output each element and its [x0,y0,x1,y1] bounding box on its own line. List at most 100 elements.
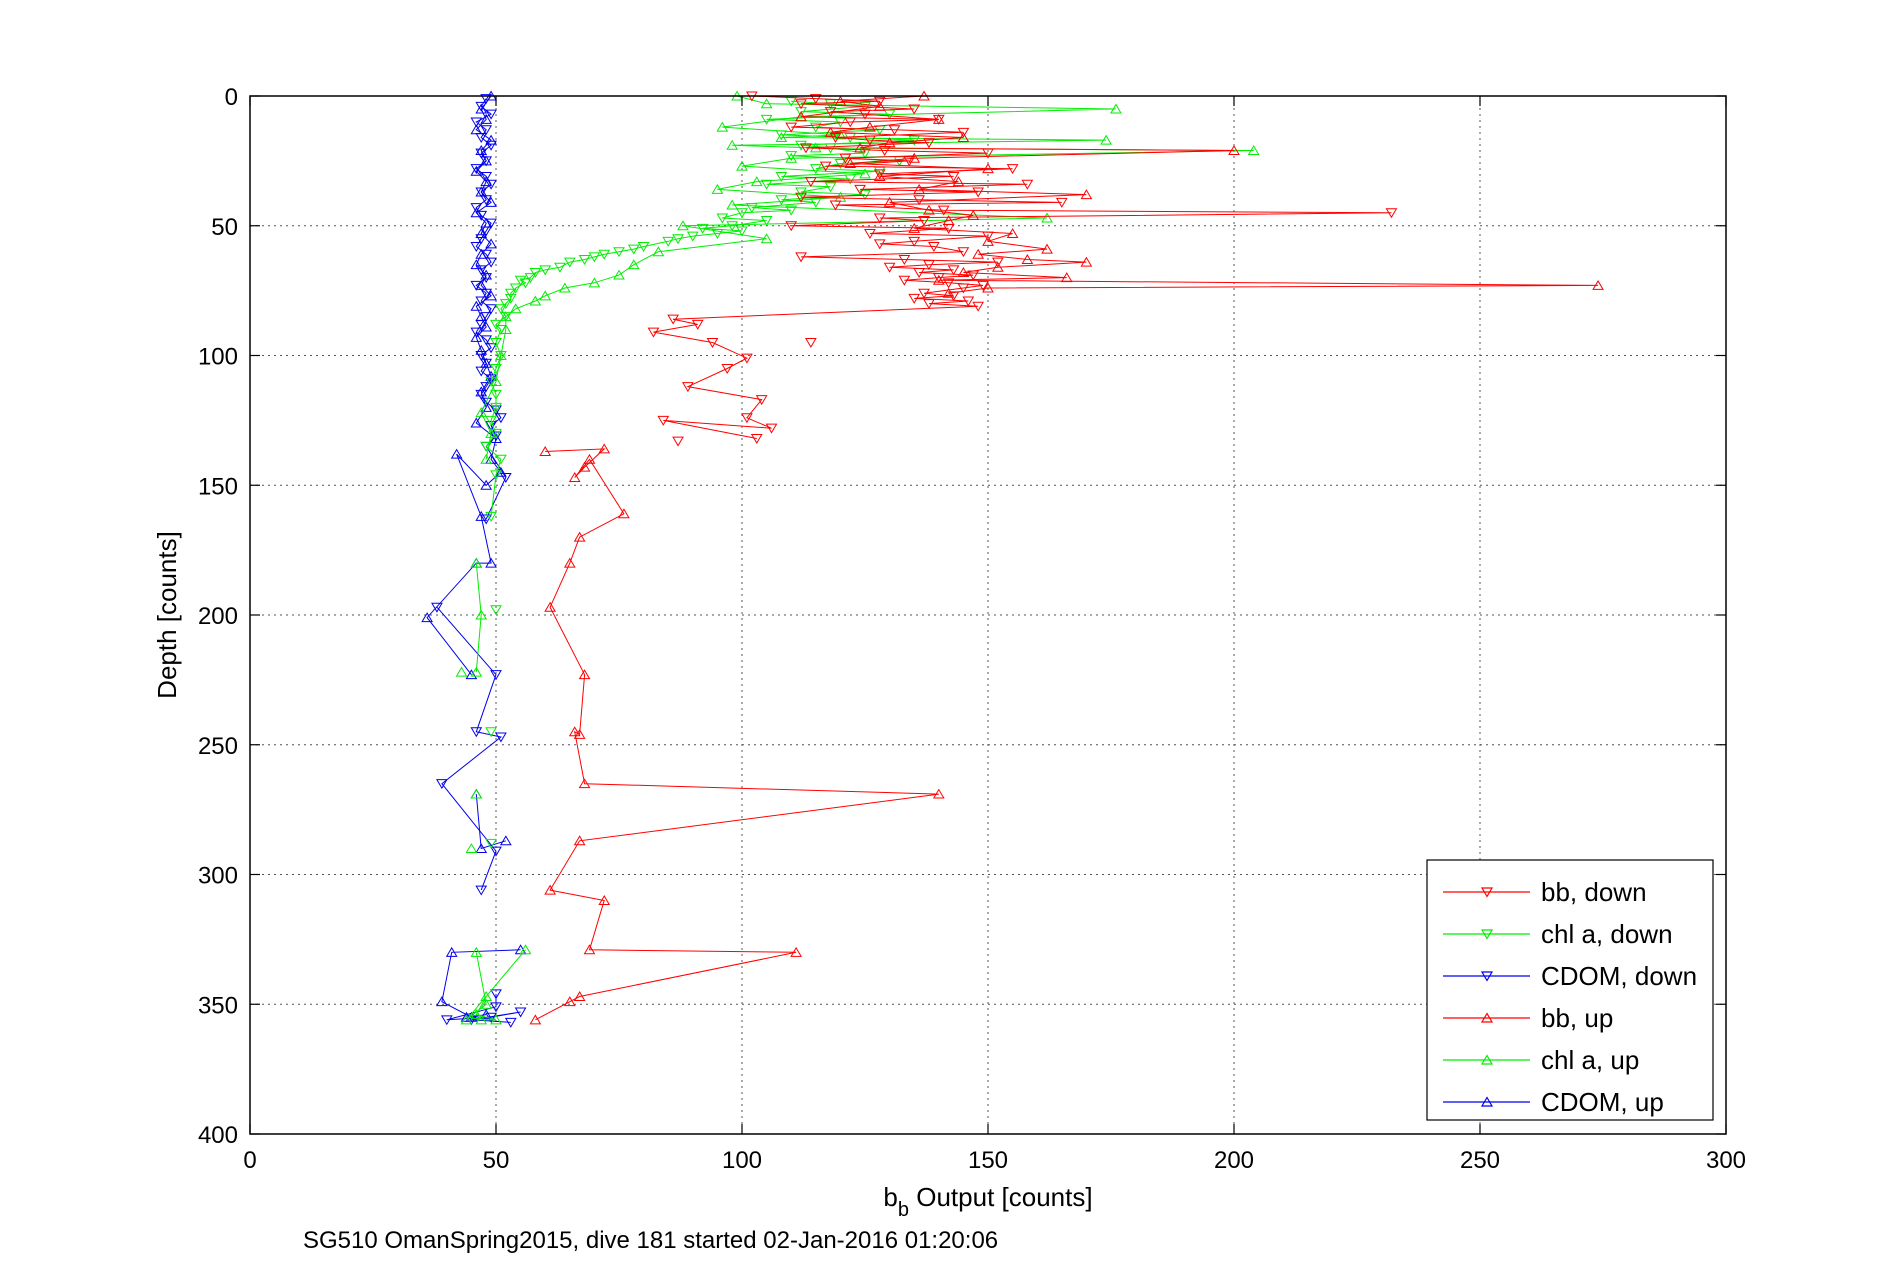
data-point [455,666,468,677]
data-point [485,838,497,849]
data-point [913,267,925,278]
data-point [470,788,483,799]
data-point [475,101,488,112]
data-point [499,835,512,846]
data-point [908,293,921,304]
data-point [824,107,837,118]
data-point [475,145,488,155]
data-point [480,335,493,346]
data-point [873,169,886,180]
data-point [741,413,753,424]
data-point [480,397,493,408]
data-point [991,257,1004,268]
data-point [1021,179,1034,190]
data-point [519,278,532,289]
data-point [760,114,773,125]
data-point [490,402,502,413]
data-point [908,222,921,233]
data-point [480,269,493,280]
data-point [957,247,970,258]
data-point [475,234,488,245]
data-point [736,226,748,237]
data-point [470,165,483,176]
data-point [864,121,876,132]
data-point [490,389,502,400]
data-point [809,142,822,153]
data-point [716,213,729,224]
data-point [903,156,916,167]
legend-swatch-marker [1480,1012,1494,1023]
data-point [475,389,488,400]
data-point [578,461,591,472]
data-point [490,989,502,1000]
data-point [741,353,753,364]
data-point [711,229,724,240]
legend-item: chl a, down [1443,919,1673,949]
data-point [873,96,886,107]
data-point [972,301,985,312]
data-point [480,990,493,1001]
data-point [421,612,433,623]
data-point [937,205,950,216]
data-point [790,946,802,957]
data-point [460,1014,473,1025]
data-point [859,168,871,179]
data-point [809,197,822,208]
data-point [470,331,483,342]
y-tick-label: 350 [198,992,238,1019]
data-point [480,273,493,284]
data-point [450,448,463,459]
data-point [436,996,448,1007]
data-point [470,203,483,214]
data-point [470,124,483,135]
y-axis-label: Depth [counts] [152,531,182,699]
data-point [982,235,994,246]
data-point [470,242,483,252]
data-point [563,557,576,568]
data-point [829,133,842,144]
data-point [864,135,876,146]
y-tick-label: 100 [198,344,238,371]
data-point [480,514,493,525]
data-point [923,204,935,215]
data-point [834,129,847,140]
data-point [682,382,694,393]
x-axis-label-main: b [883,1182,897,1212]
data-point [490,846,502,857]
data-point [475,510,488,521]
data-point [490,338,502,349]
data-point [485,196,497,207]
data-point [775,171,788,182]
data-point [873,100,886,111]
data-point [485,511,497,522]
data-point [795,111,807,122]
data-point [470,946,483,957]
legend-box [1426,859,1714,1121]
data-point [470,727,483,738]
legend-label: CDOM, down [1541,961,1697,991]
data-point [785,151,798,162]
data-point [490,605,502,616]
data-point [750,176,763,187]
y-tick-label: 200 [198,603,238,630]
x-tick-label: 250 [1460,1147,1500,1174]
data-point [923,299,935,310]
data-point [485,109,497,120]
data-point [760,216,773,227]
data-point [499,311,512,322]
series-line [535,95,1599,1021]
data-point [873,239,886,250]
data-point [563,996,576,1007]
data-point [475,843,488,854]
data-point [480,382,493,393]
data-point [795,187,807,198]
x-tick-label: 50 [483,1147,510,1174]
data-point [982,282,994,293]
data-point [1080,256,1093,267]
data-point [760,98,773,109]
data-point [514,1007,527,1018]
data-point [519,944,532,955]
data-point [942,215,955,226]
data-point [1041,243,1053,254]
data-point [785,96,798,107]
